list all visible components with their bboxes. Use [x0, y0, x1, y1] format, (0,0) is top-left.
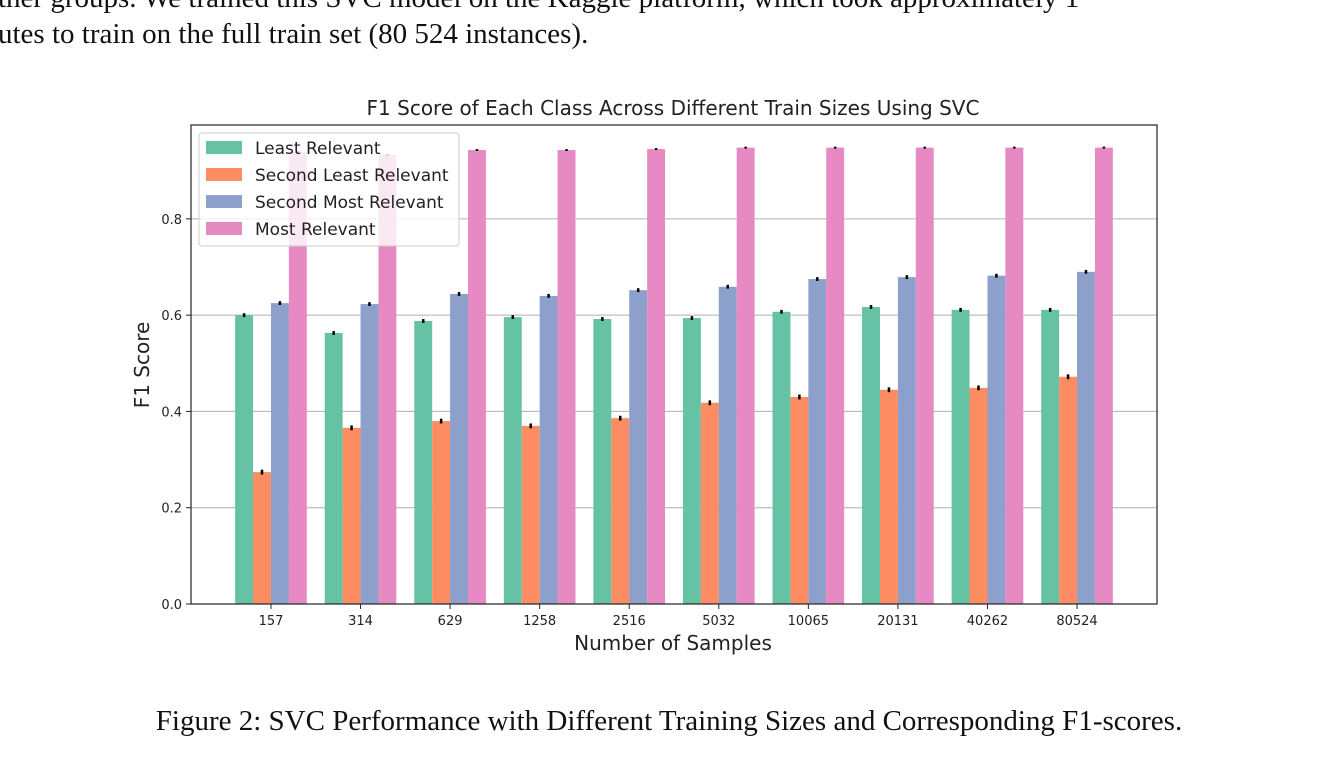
bar: [682, 318, 701, 604]
y-tick-label: 0.0: [161, 598, 182, 613]
y-axis-label: F1 Score: [130, 322, 154, 409]
legend: Least Relevant Second Least Relevant Secon…: [198, 132, 460, 247]
bar: [915, 147, 934, 604]
bar: [987, 275, 1006, 604]
x-tick-label: 5032: [702, 614, 735, 629]
bar: [342, 427, 361, 604]
bar: [772, 311, 791, 604]
bar: [1041, 309, 1060, 604]
legend-label: Second Most Relevant: [255, 193, 444, 213]
bar: [521, 425, 540, 604]
bar: [736, 147, 755, 604]
bar: [557, 150, 576, 604]
legend-swatch: [206, 195, 242, 208]
bar: [790, 396, 809, 604]
bar: [270, 303, 289, 604]
bar: [1005, 147, 1024, 604]
x-tick-label: 20131: [877, 614, 918, 629]
legend-label: Most Relevant: [255, 220, 376, 240]
bar: [360, 304, 379, 604]
bar: [647, 149, 666, 604]
bar: [378, 154, 397, 604]
bar: [324, 332, 343, 604]
bar: [969, 387, 988, 604]
bar: [718, 286, 737, 604]
bar: [235, 315, 254, 604]
bar: [700, 402, 719, 604]
bar: [593, 319, 612, 604]
caption: Figure 2: SVC Performance with Different…: [156, 705, 1182, 737]
bar: [629, 290, 648, 604]
body-text: ther groups. We trained this SVC model o…: [0, 0, 1079, 14]
plot-frame: [190, 124, 1158, 605]
bar: [611, 418, 630, 604]
x-tick-label: 157: [259, 614, 284, 629]
bar: [414, 320, 433, 604]
y-tick-label: 0.2: [161, 502, 182, 517]
bar: [862, 306, 880, 604]
chart-title: F1 Score of Each Class Across Different …: [367, 96, 980, 120]
plot: 0.0 0.2 0.4 0.6 0.8 157 314 629 1258 2516 5032 1006…: [161, 124, 1158, 629]
legend-swatch: [206, 141, 242, 154]
bar: [951, 309, 970, 604]
x-tick-label: 1258: [523, 614, 556, 629]
legend-label: Least Relevant: [255, 139, 381, 159]
x-tick-label: 629: [438, 614, 463, 629]
bar: [826, 147, 845, 604]
bar: [288, 151, 307, 604]
bar: [253, 472, 271, 604]
bar: [1059, 376, 1078, 604]
bar: [539, 295, 558, 604]
y-tick-label: 0.8: [161, 213, 182, 228]
bar: [503, 317, 522, 604]
legend-label: Second Least Relevant: [255, 166, 449, 186]
legend-swatch: [206, 168, 242, 181]
bar: [879, 389, 898, 604]
legend-box: [198, 132, 460, 247]
bar: [808, 279, 827, 604]
y-tick-label: 0.4: [161, 405, 182, 420]
bar: [1094, 147, 1113, 604]
bar: [468, 150, 486, 604]
y-tick-label: 0.6: [161, 309, 182, 324]
x-axis-label: Number of Samples: [574, 631, 772, 655]
x-tick-label: 2516: [613, 614, 646, 629]
x-tick-label: 10065: [788, 614, 829, 629]
bar: [897, 277, 916, 604]
x-tick-label: 40262: [967, 614, 1008, 629]
bar: [1077, 271, 1095, 604]
bar: [450, 293, 469, 604]
body-text: utes to train on the full train set (80 …: [0, 18, 588, 50]
x-tick-label: 80524: [1056, 614, 1097, 629]
legend-swatch: [206, 222, 242, 235]
x-tick-label: 314: [348, 614, 373, 629]
bar: [432, 421, 451, 604]
